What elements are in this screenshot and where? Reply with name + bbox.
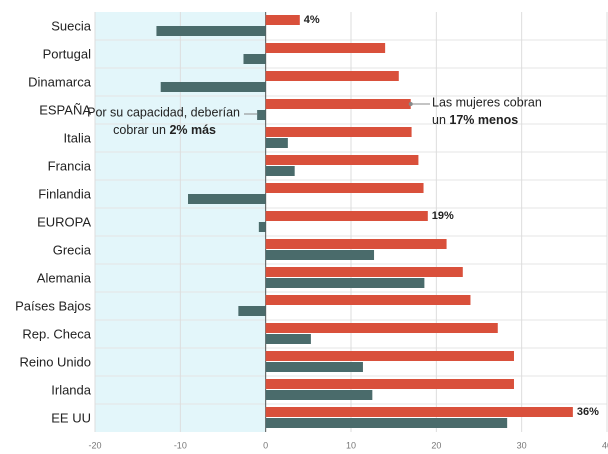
bar xyxy=(265,211,428,221)
bar xyxy=(265,250,375,260)
category-label: Rep. Checa xyxy=(22,326,91,341)
annotation: cobrar un 2% más xyxy=(113,123,216,137)
x-tick-label: 30 xyxy=(517,440,527,450)
leader-dot xyxy=(408,102,413,106)
value-label: 36% xyxy=(577,406,599,418)
x-tick-label: -10 xyxy=(174,440,187,450)
bar xyxy=(265,183,424,193)
bar xyxy=(258,222,266,232)
category-label: EE UU xyxy=(51,410,91,425)
value-label: 19% xyxy=(432,210,454,222)
bar xyxy=(265,418,508,428)
bar xyxy=(265,390,373,400)
bar xyxy=(265,239,447,249)
bar xyxy=(160,82,266,92)
x-tick-label: 20 xyxy=(431,440,441,450)
category-label: Reino Unido xyxy=(19,354,91,369)
category-label: Portugal xyxy=(43,46,92,61)
annotation: un 17% menos xyxy=(432,113,518,127)
bar xyxy=(243,54,266,64)
annotation: Las mujeres cobran xyxy=(432,95,542,109)
x-tick-label: 0 xyxy=(263,440,268,450)
bar xyxy=(265,99,411,109)
category-label: Alemania xyxy=(37,270,92,285)
bar xyxy=(156,26,266,36)
bar xyxy=(265,15,300,25)
bar xyxy=(265,166,295,176)
bar xyxy=(238,306,266,316)
category-label: Grecia xyxy=(53,242,92,257)
bar xyxy=(265,379,514,389)
bar xyxy=(188,194,266,204)
x-tick-label: 10 xyxy=(346,440,356,450)
annotation-text: un xyxy=(432,113,449,127)
x-tick-label: 40 xyxy=(602,440,608,450)
bar xyxy=(265,267,463,277)
bar xyxy=(265,127,412,137)
category-label: Francia xyxy=(48,158,92,173)
bar xyxy=(257,110,266,120)
annotation-text: cobrar un xyxy=(113,123,169,137)
category-label: EUROPA xyxy=(37,214,91,229)
bar xyxy=(265,323,498,333)
bar xyxy=(265,43,386,53)
bar xyxy=(265,278,425,288)
value-label: 4% xyxy=(304,14,320,26)
x-tick-label: -20 xyxy=(88,440,101,450)
bar xyxy=(265,295,471,305)
bar xyxy=(265,71,399,81)
category-label: Dinamarca xyxy=(28,74,92,89)
annotation-bold: 17% menos xyxy=(449,113,518,127)
annotation-bold: 2% más xyxy=(169,123,216,137)
bar xyxy=(265,407,573,417)
category-label: Finlandia xyxy=(38,186,92,201)
category-label: Italia xyxy=(64,130,92,145)
category-label: Suecia xyxy=(51,18,92,33)
category-label: ESPAÑA xyxy=(39,102,91,117)
bar xyxy=(265,334,311,344)
bar xyxy=(265,351,514,361)
category-label: Países Bajos xyxy=(15,298,91,313)
category-label: Irlanda xyxy=(51,382,92,397)
bar xyxy=(265,138,288,148)
annotation: Por su capacidad, deberían xyxy=(87,105,240,119)
bar xyxy=(265,155,419,165)
bar xyxy=(265,362,363,372)
